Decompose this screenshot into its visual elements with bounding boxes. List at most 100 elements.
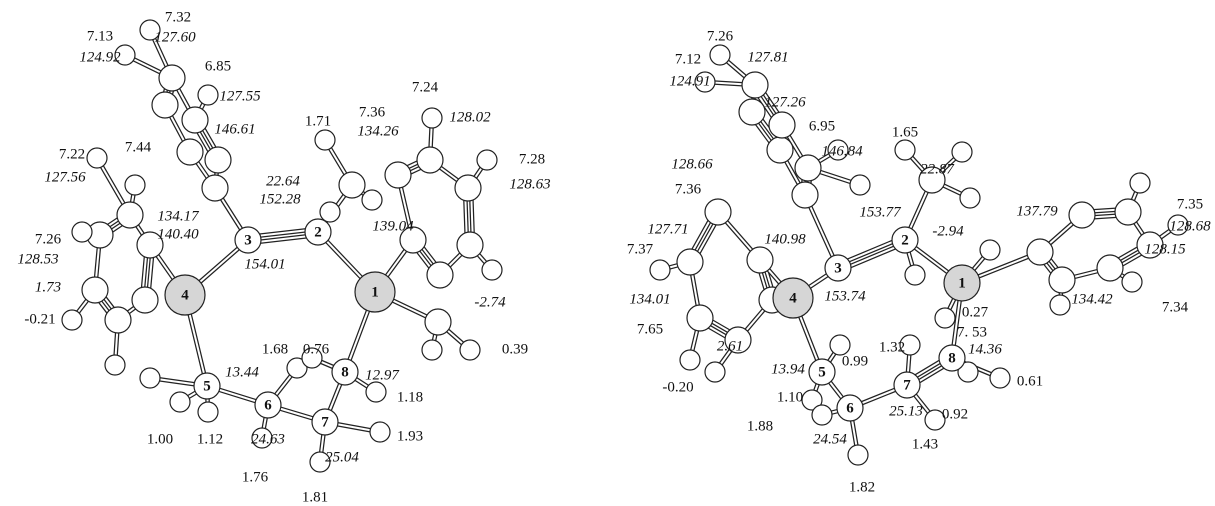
carbon-atom <box>677 249 703 275</box>
shift-label: -2.94 <box>932 223 964 239</box>
shift-label: 127.81 <box>747 49 788 65</box>
shift-label: 0.76 <box>303 341 330 357</box>
shift-label: 152.28 <box>259 191 301 207</box>
hydrogen-atom <box>905 265 925 285</box>
atom-number: 1 <box>958 275 966 291</box>
shift-label: 1.93 <box>397 428 423 444</box>
carbon-atom <box>117 202 143 228</box>
carbon-atom <box>705 199 731 225</box>
shift-label: 0.39 <box>502 341 528 357</box>
carbon-atom <box>159 65 185 91</box>
shift-label: 127.26 <box>764 94 806 110</box>
carbon-atom <box>339 172 365 198</box>
hydrogen-atom <box>705 362 725 382</box>
shift-label: 7.24 <box>412 79 439 95</box>
shift-label: 0.61 <box>1017 373 1043 389</box>
carbon-atom <box>385 162 411 188</box>
shift-label: 137.79 <box>1016 203 1058 219</box>
shift-label: 14.36 <box>968 341 1002 357</box>
shift-label: 7.37 <box>627 241 654 257</box>
atom-number: 4 <box>789 290 797 306</box>
shift-label: 140.40 <box>157 226 199 242</box>
shift-label: 1.18 <box>397 389 423 405</box>
hydrogen-atom <box>812 405 832 425</box>
shift-label: 1.73 <box>35 279 61 295</box>
shift-label: 153.77 <box>859 204 902 220</box>
hydrogen-atom <box>935 308 955 328</box>
hydrogen-atom <box>952 142 972 162</box>
carbon-atom <box>152 92 178 118</box>
hydrogen-atom <box>650 260 670 280</box>
shift-label: 1.76 <box>242 469 269 485</box>
carbon-atom <box>1069 202 1095 228</box>
hydrogen-atom <box>62 310 82 330</box>
carbon-atom <box>792 182 818 208</box>
hydrogen-atom <box>72 222 92 242</box>
carbon-atom <box>205 147 231 173</box>
atom-number: 5 <box>818 364 826 380</box>
shift-label: 7.28 <box>519 151 545 167</box>
atom-number: 3 <box>244 232 252 248</box>
hydrogen-atom <box>87 148 107 168</box>
shift-label: 1.82 <box>849 479 875 495</box>
atom-number: 2 <box>314 224 322 240</box>
shift-label: 127.71 <box>647 221 688 237</box>
shift-label: 128.63 <box>509 176 550 192</box>
shift-label: 24.54 <box>813 431 847 447</box>
carbon-atom <box>767 137 793 163</box>
shift-label: 0.99 <box>842 353 868 369</box>
hydrogen-atom <box>990 368 1010 388</box>
shift-label: 1.10 <box>777 389 803 405</box>
shift-label: 7.32 <box>165 9 191 25</box>
atom-number: 7 <box>321 414 329 430</box>
carbon-atom <box>427 262 453 288</box>
shift-label: 24.63 <box>251 431 285 447</box>
shift-label: 154.01 <box>244 256 285 272</box>
carbon-atom <box>202 175 228 201</box>
shift-label: 1.71 <box>305 113 331 129</box>
hydrogen-atom <box>960 188 980 208</box>
carbon-atom <box>739 99 765 125</box>
hydrogen-atom <box>482 260 502 280</box>
hydrogen-atom <box>105 355 125 375</box>
atom-number: 5 <box>203 378 211 394</box>
shift-label: -0.21 <box>24 311 55 327</box>
hydrogen-atom <box>477 150 497 170</box>
shift-label: 146.84 <box>821 143 863 159</box>
shift-label: 7.35 <box>1177 196 1203 212</box>
carbon-atom <box>457 232 483 258</box>
shift-label: 7.36 <box>675 181 702 197</box>
shift-label: 25.04 <box>325 449 359 465</box>
hydrogen-atom <box>850 175 870 195</box>
hydrogen-atom <box>422 340 442 360</box>
hydrogen-atom <box>848 445 868 465</box>
hydrogen-atom <box>370 422 390 442</box>
hydrogen-atom <box>1130 173 1150 193</box>
carbon-atom <box>1027 239 1053 265</box>
hydrogen-atom <box>315 130 335 150</box>
carbon-atom <box>455 175 481 201</box>
shift-label: 1.88 <box>747 418 773 434</box>
hydrogen-atom <box>362 190 382 210</box>
carbon-atom <box>417 147 443 173</box>
shift-label: 128.02 <box>449 109 491 125</box>
carbon-atom <box>747 247 773 273</box>
atom-number: 8 <box>341 364 349 380</box>
shift-label: 124.92 <box>79 49 121 65</box>
hydrogen-atom <box>198 85 218 105</box>
shift-label: 2.61 <box>717 338 743 354</box>
shift-label: 127.56 <box>44 169 86 185</box>
carbon-atom <box>795 155 821 181</box>
shift-label: 140.98 <box>764 231 806 247</box>
shift-label: 12.97 <box>365 367 400 383</box>
hydrogen-atom <box>830 335 850 355</box>
shift-label: 25.13 <box>889 403 923 419</box>
hydrogen-atom <box>366 382 386 402</box>
shift-label: 22.64 <box>266 173 300 189</box>
shift-label: 1.65 <box>892 124 918 140</box>
atom-number: 2 <box>901 232 909 248</box>
atom-number: 6 <box>264 397 272 413</box>
shift-label: 127.55 <box>219 88 261 104</box>
carbon-atom <box>425 309 451 335</box>
shift-label: 134.26 <box>357 123 399 139</box>
